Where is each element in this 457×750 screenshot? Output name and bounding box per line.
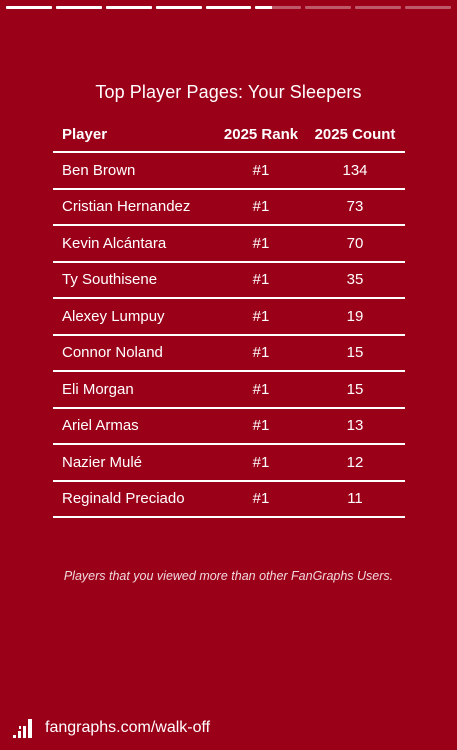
table-row: Cristian Hernandez #1 73 <box>53 188 405 226</box>
progress-segment <box>6 6 52 9</box>
player-name: Reginald Preciado <box>53 480 217 518</box>
player-count: 12 <box>305 444 405 482</box>
player-count: 134 <box>305 152 405 190</box>
player-name: Ty Southisene <box>53 261 217 299</box>
player-rank: #1 <box>217 188 305 226</box>
player-name: Cristian Hernandez <box>53 188 217 226</box>
progress-segment <box>105 6 152 9</box>
player-count: 15 <box>305 371 405 409</box>
player-rank: #1 <box>217 480 305 518</box>
progress-segment <box>55 6 102 9</box>
player-rank: #1 <box>217 152 305 190</box>
player-rank: #1 <box>217 334 305 372</box>
progress-segment-fill <box>55 6 102 9</box>
progress-segment <box>355 6 402 9</box>
column-header-rank: 2025 Rank <box>217 118 305 153</box>
player-count: 19 <box>305 298 405 336</box>
column-header-count: 2025 Count <box>305 118 405 153</box>
table-row: Ariel Armas #1 13 <box>53 407 405 445</box>
table-row: Reginald Preciado #1 11 <box>53 480 405 518</box>
progress-segment <box>405 6 452 9</box>
player-rank: #1 <box>217 261 305 299</box>
page-title: Top Player Pages: Your Sleepers <box>95 82 362 102</box>
player-rank: #1 <box>217 444 305 482</box>
story-progress-bar <box>6 6 452 9</box>
progress-segment-fill <box>205 6 252 9</box>
player-count: 35 <box>305 261 405 299</box>
player-rank: #1 <box>217 371 305 409</box>
brand-url[interactable]: fangraphs.com/walk-off <box>45 719 211 736</box>
table-row: Kevin Alcántara #1 70 <box>53 225 405 263</box>
fangraphs-logo-icon <box>13 719 32 738</box>
player-count: 13 <box>305 407 405 445</box>
table-row: Eli Morgan #1 15 <box>53 371 405 409</box>
progress-segment-fill <box>155 6 202 9</box>
player-name: Connor Noland <box>53 334 217 372</box>
progress-segment <box>255 6 302 9</box>
player-rank: #1 <box>217 225 305 263</box>
table-row: Connor Noland #1 15 <box>53 334 405 372</box>
player-count: 70 <box>305 225 405 263</box>
player-count: 15 <box>305 334 405 372</box>
progress-segment <box>205 6 252 9</box>
table-header-row: Player 2025 Rank 2025 Count <box>53 118 405 153</box>
table-row: Ben Brown #1 134 <box>53 152 405 190</box>
table-row: Ty Southisene #1 35 <box>53 261 405 299</box>
progress-segment <box>155 6 202 9</box>
brand-footer[interactable]: fangraphs.com/walk-off <box>13 717 210 739</box>
player-name: Nazier Mulé <box>53 444 217 482</box>
player-name: Alexey Lumpuy <box>53 298 217 336</box>
player-rank: #1 <box>217 298 305 336</box>
close-icon[interactable]: ⌃ <box>404 0 430 8</box>
column-header-player: Player <box>53 118 217 153</box>
player-name: Kevin Alcántara <box>53 225 217 263</box>
player-count: 73 <box>305 188 405 226</box>
player-name: Eli Morgan <box>53 371 217 409</box>
footnote: Players that you viewed more than other … <box>63 569 394 583</box>
table-row: Alexey Lumpuy #1 19 <box>53 298 405 336</box>
player-name: Ariel Armas <box>53 407 217 445</box>
progress-segment-fill <box>6 6 52 9</box>
player-name: Ben Brown <box>53 152 217 190</box>
player-count: 11 <box>305 480 405 518</box>
sleepers-table: Player 2025 Rank 2025 Count Ben Brown #1… <box>53 118 405 518</box>
player-rank: #1 <box>217 407 305 445</box>
progress-segment-fill <box>105 6 152 9</box>
table-row: Nazier Mulé #1 12 <box>53 444 405 482</box>
progress-segment <box>305 6 352 9</box>
progress-segment-fill <box>255 6 272 9</box>
